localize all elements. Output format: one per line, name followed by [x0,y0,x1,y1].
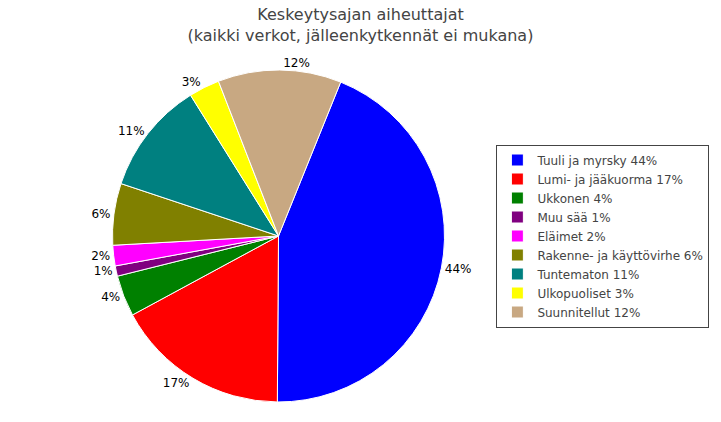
svg-text:Suunnitellut 12%: Suunnitellut 12% [537,306,640,320]
svg-text:Ukkonen 4%: Ukkonen 4% [537,192,612,206]
svg-text:2%: 2% [91,249,110,263]
svg-text:11%: 11% [118,124,145,138]
svg-text:17%: 17% [163,376,190,390]
svg-text:4%: 4% [101,290,120,304]
svg-text:Eläimet 2%: Eläimet 2% [537,230,605,244]
svg-text:Rakenne- ja käyttövirhe 6%: Rakenne- ja käyttövirhe 6% [537,249,703,263]
svg-text:Tuntematon 11%: Tuntematon 11% [536,268,639,282]
svg-text:Keskeytysajan aiheuttajat(kaik: Keskeytysajan aiheuttajat(kaikki verkot,… [188,5,534,45]
svg-text:Tuuli ja myrsky 44%: Tuuli ja myrsky 44% [536,154,657,168]
svg-text:1%: 1% [94,264,113,278]
svg-text:Muu sää 1%: Muu sää 1% [537,211,610,225]
svg-text:12%: 12% [283,56,310,70]
svg-text:44%: 44% [445,262,472,276]
svg-text:6%: 6% [91,207,110,221]
svg-text:3%: 3% [182,75,201,89]
svg-text:Lumi- ja jääkuorma 17%: Lumi- ja jääkuorma 17% [537,173,683,187]
svg-text:Ulkopuoliset 3%: Ulkopuoliset 3% [537,287,633,301]
